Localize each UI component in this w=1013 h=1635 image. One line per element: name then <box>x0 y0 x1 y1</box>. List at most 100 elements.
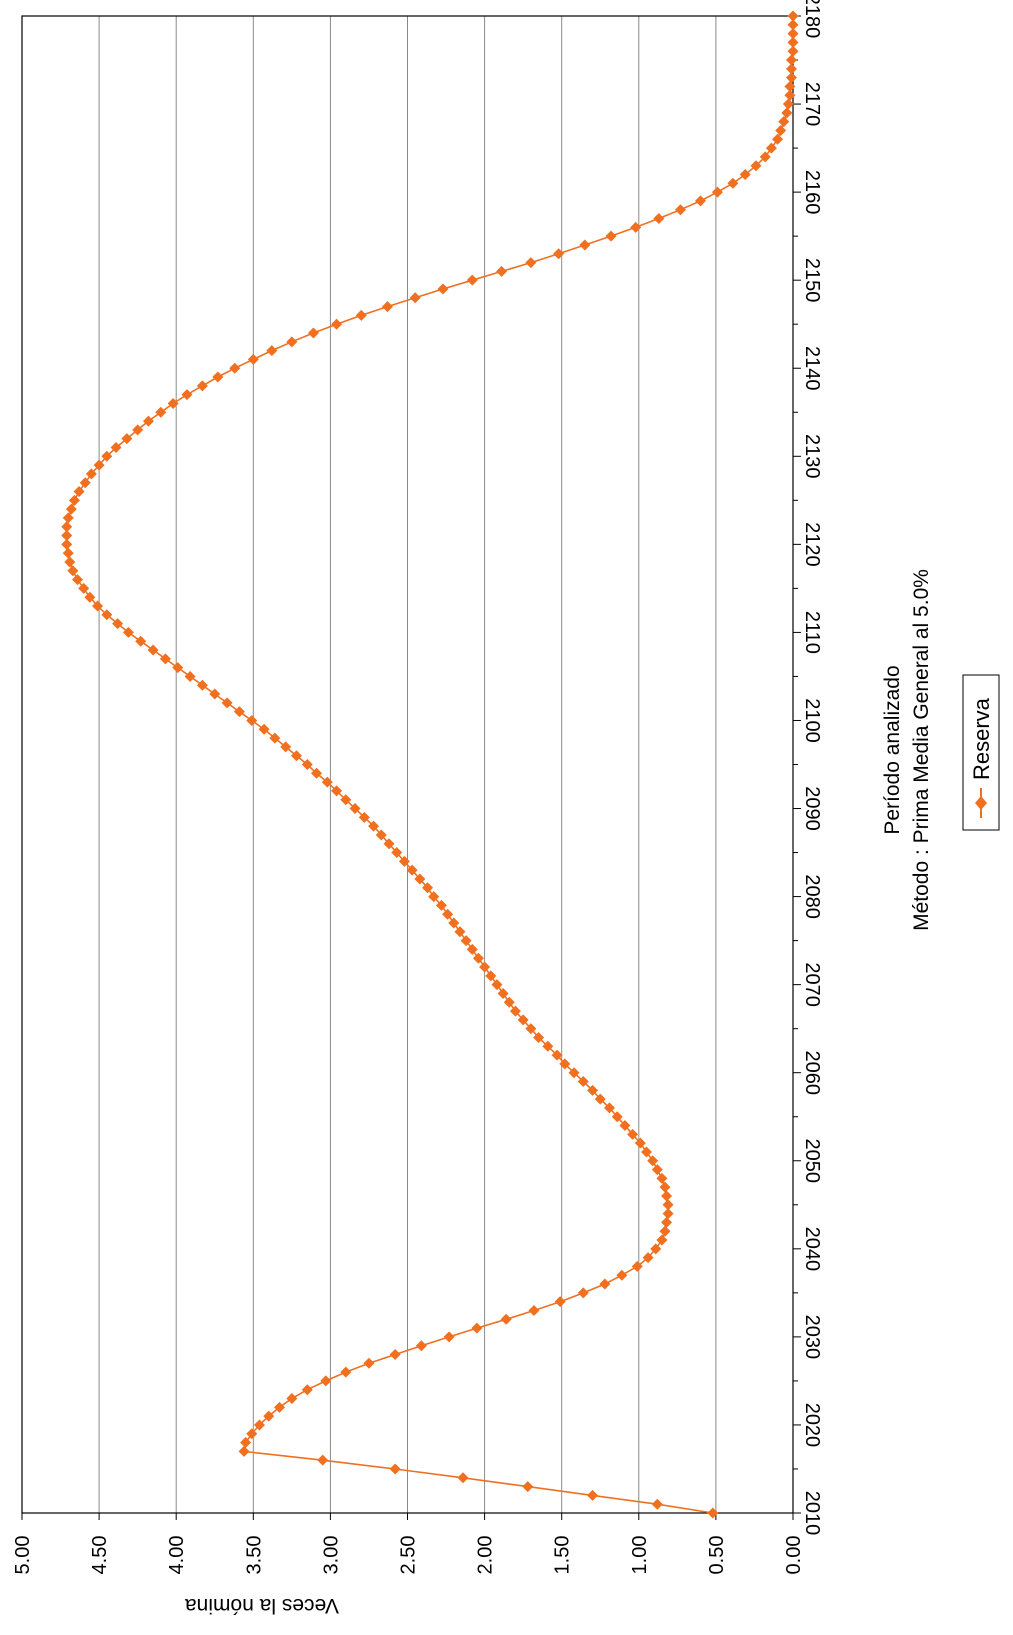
x-tick-label: 2030 <box>801 1315 823 1360</box>
data-point-marker <box>784 89 796 101</box>
y-tick-label: 2.00 <box>475 1536 497 1575</box>
data-point-marker <box>61 538 73 550</box>
data-point-marker <box>196 380 208 392</box>
data-point-marker <box>491 979 503 991</box>
y-tick-label: 3.00 <box>320 1536 342 1575</box>
data-point-marker <box>101 609 113 621</box>
legend: Reserva <box>962 674 1000 831</box>
data-point-marker <box>422 882 434 894</box>
x-axis-title: Período analizado <box>881 665 904 834</box>
data-point-marker <box>428 891 440 903</box>
data-point-marker <box>62 512 74 524</box>
data-point-marker <box>694 195 706 207</box>
data-point-marker <box>92 600 104 612</box>
data-point-marker <box>656 1172 668 1184</box>
data-point-marker <box>266 345 278 357</box>
data-point-marker <box>787 45 799 57</box>
x-tick-label: 2170 <box>801 82 823 127</box>
y-tick-label: 1.50 <box>552 1536 574 1575</box>
data-point-marker <box>311 767 323 779</box>
data-point-marker <box>659 1181 671 1193</box>
data-point-marker <box>651 1498 663 1510</box>
data-point-marker <box>525 1023 537 1035</box>
data-point-marker <box>619 1120 631 1132</box>
data-point-marker <box>93 459 105 471</box>
data-point-marker <box>65 503 77 515</box>
data-point-marker <box>627 1128 639 1140</box>
data-point-marker <box>785 72 797 84</box>
data-point-marker <box>528 1304 540 1316</box>
data-point-marker <box>61 530 73 542</box>
data-point-marker <box>656 1234 668 1246</box>
data-point-marker <box>67 565 79 577</box>
y-tick-label: 4.50 <box>89 1536 111 1575</box>
data-point-marker <box>661 1190 673 1202</box>
data-point-marker <box>61 521 73 533</box>
data-point-marker <box>101 450 113 462</box>
data-point-marker <box>787 10 799 22</box>
data-point-marker <box>301 759 313 770</box>
data-point-marker <box>307 327 319 339</box>
data-point-marker <box>568 1067 580 1079</box>
data-point-marker <box>375 829 387 841</box>
y-tick-label: 3.50 <box>243 1536 265 1575</box>
data-point-marker <box>472 952 484 964</box>
data-point-marker <box>320 1375 332 1387</box>
data-point-marker <box>286 336 298 348</box>
data-point-marker <box>159 653 171 665</box>
data-point-marker <box>269 732 281 744</box>
data-point-marker <box>634 1137 646 1149</box>
data-point-marker <box>72 574 84 586</box>
data-point-marker <box>415 1340 427 1352</box>
data-point-marker <box>647 1155 659 1167</box>
data-point-marker <box>135 635 147 647</box>
data-point-marker <box>661 1216 673 1228</box>
data-point-marker <box>363 1357 375 1369</box>
data-point-marker <box>587 1084 599 1096</box>
y-tick-label: 5.00 <box>12 1536 34 1575</box>
data-point-marker <box>340 794 352 806</box>
data-point-marker <box>172 662 184 674</box>
data-point-marker <box>246 714 258 726</box>
data-point-marker <box>778 116 790 128</box>
y-axis-title: Veces la nómina <box>185 1594 339 1617</box>
data-point-marker <box>551 1049 563 1061</box>
data-point-marker <box>605 230 617 242</box>
x-tick-label: 2080 <box>801 874 823 919</box>
data-point-marker <box>739 169 751 181</box>
data-point-marker <box>280 741 292 753</box>
data-point-marker <box>759 151 771 163</box>
data-point-marker <box>355 309 367 321</box>
data-point-marker <box>599 1278 611 1290</box>
data-point-marker <box>349 803 361 815</box>
data-point-marker <box>274 1401 286 1413</box>
data-point-marker <box>662 1208 674 1220</box>
data-point-marker <box>358 811 370 823</box>
data-point-marker <box>448 917 460 929</box>
data-point-marker <box>466 943 478 955</box>
data-point-marker <box>73 486 85 498</box>
data-point-marker <box>68 494 80 506</box>
x-tick-label: 2150 <box>801 258 823 303</box>
x-tick-label: 2050 <box>801 1139 823 1184</box>
data-point-marker <box>389 1348 401 1360</box>
data-point-marker <box>674 204 686 216</box>
data-point-marker <box>321 776 333 788</box>
data-point-marker <box>184 670 196 682</box>
x-tick-label: 2090 <box>801 786 823 831</box>
data-point-marker <box>331 318 343 330</box>
data-point-marker <box>651 1164 663 1176</box>
data-point-marker <box>787 28 799 40</box>
data-point-marker <box>587 1489 599 1501</box>
method-subtitle: Método : Prima Media General al 5.0% <box>910 569 933 931</box>
data-point-marker <box>577 1076 589 1088</box>
data-point-marker <box>554 1296 566 1308</box>
data-point-marker <box>653 213 665 225</box>
data-point-marker <box>301 1384 313 1396</box>
data-point-marker <box>435 899 447 911</box>
y-tick-label: 2.50 <box>398 1536 420 1575</box>
data-point-marker <box>443 1331 455 1343</box>
data-point-marker <box>368 820 380 832</box>
data-point-marker <box>84 591 96 603</box>
